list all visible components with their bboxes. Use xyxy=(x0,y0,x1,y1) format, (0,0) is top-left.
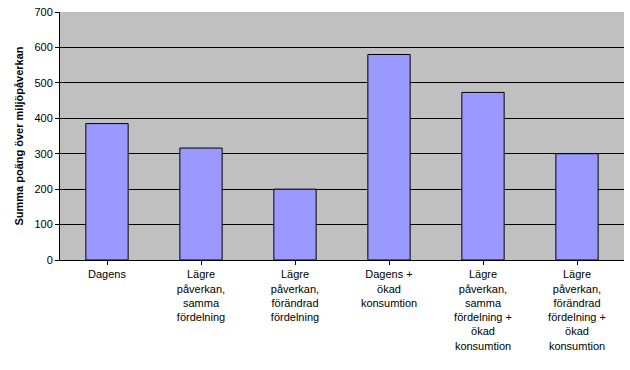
svg-text:Dagens +ökadkonsumtion: Dagens +ökadkonsumtion xyxy=(361,268,417,309)
svg-text:100: 100 xyxy=(34,218,52,230)
svg-text:0: 0 xyxy=(47,254,53,266)
svg-text:300: 300 xyxy=(34,148,52,160)
svg-text:600: 600 xyxy=(34,41,52,53)
svg-text:500: 500 xyxy=(34,77,52,89)
svg-text:Summa poäng över miljöpåverkan: Summa poäng över miljöpåverkan xyxy=(13,46,25,225)
svg-text:Lägrepåverkan,sammafördelning: Lägrepåverkan,sammafördelning xyxy=(177,268,225,323)
svg-text:700: 700 xyxy=(34,6,52,18)
svg-text:Lägrepåverkan,förändradfördeln: Lägrepåverkan,förändradfördelning xyxy=(271,268,319,323)
svg-text:200: 200 xyxy=(34,183,52,195)
svg-text:Dagens: Dagens xyxy=(88,268,126,280)
svg-text:400: 400 xyxy=(34,112,52,124)
svg-text:Lägrepåverkan,sammafördelning: Lägrepåverkan,sammafördelning +ökadkonsu… xyxy=(454,268,512,352)
svg-text:Lägrepåverkan,förändradfördeln: Lägrepåverkan,förändradfördelning +ökadk… xyxy=(548,268,606,352)
